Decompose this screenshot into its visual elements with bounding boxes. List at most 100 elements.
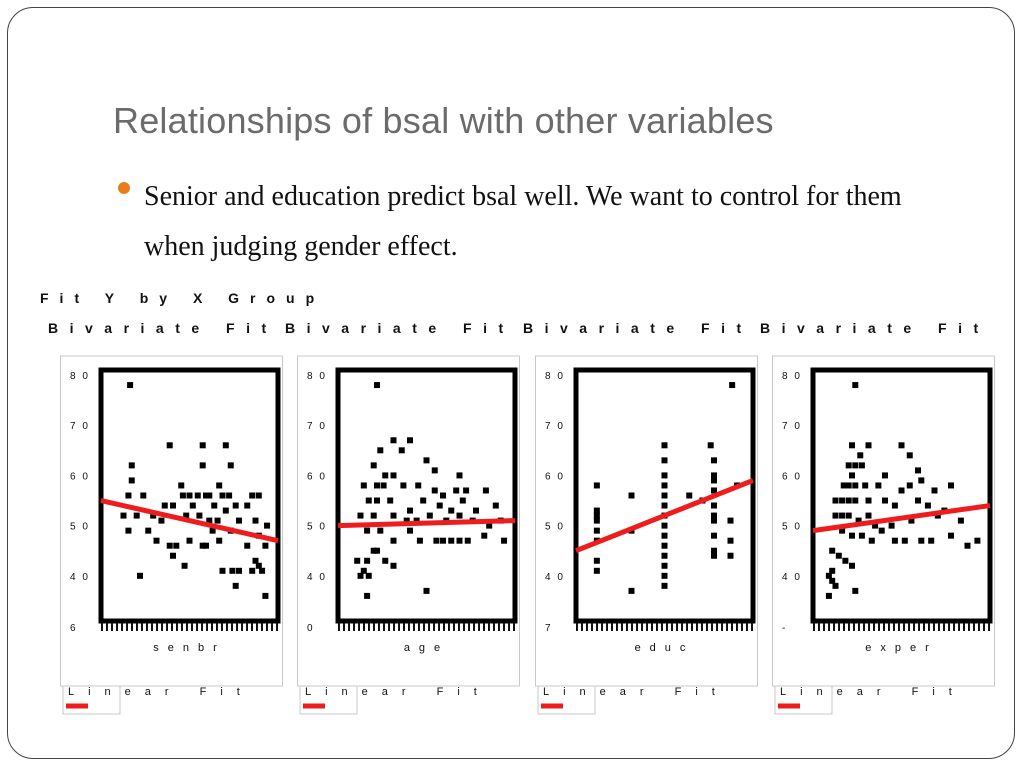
data-point bbox=[849, 562, 855, 569]
data-point bbox=[842, 557, 849, 564]
data-point bbox=[133, 512, 140, 519]
data-point bbox=[661, 457, 668, 464]
x-axis-label: senbr bbox=[153, 642, 226, 654]
data-point bbox=[262, 542, 269, 549]
data-point bbox=[825, 592, 832, 599]
data-point bbox=[849, 442, 855, 449]
legend-label: Linear Fit bbox=[305, 686, 491, 698]
y-tick-label: 5 0 bbox=[70, 522, 90, 533]
data-point bbox=[593, 512, 600, 519]
data-point bbox=[711, 552, 717, 559]
data-point bbox=[259, 567, 266, 574]
data-point bbox=[166, 442, 173, 449]
data-point bbox=[354, 557, 361, 564]
x-axis-label: age bbox=[404, 642, 449, 654]
data-point bbox=[150, 512, 157, 519]
data-point bbox=[199, 462, 206, 469]
data-point bbox=[707, 442, 714, 449]
data-point bbox=[120, 512, 127, 519]
y-tick-label: 4 0 bbox=[545, 572, 565, 583]
data-point bbox=[211, 502, 218, 509]
y-tick-label: - bbox=[782, 623, 787, 634]
fit-line bbox=[337, 518, 516, 529]
data-point bbox=[711, 512, 717, 519]
data-point bbox=[186, 492, 193, 499]
data-point bbox=[431, 487, 438, 494]
y-tick-label: 4 0 bbox=[782, 572, 802, 583]
data-point bbox=[426, 512, 433, 519]
data-point bbox=[423, 457, 430, 464]
y-tick-label: 8 0 bbox=[545, 371, 565, 382]
data-point bbox=[661, 482, 668, 489]
legend-box bbox=[62, 685, 121, 715]
data-point bbox=[249, 492, 256, 499]
data-point bbox=[711, 487, 717, 494]
data-point bbox=[252, 557, 259, 564]
data-point bbox=[140, 492, 147, 499]
data-point bbox=[473, 507, 479, 514]
data-point bbox=[229, 567, 236, 574]
data-point bbox=[433, 537, 440, 544]
data-point bbox=[845, 497, 852, 504]
data-point bbox=[415, 482, 422, 489]
data-point bbox=[832, 497, 839, 504]
data-point bbox=[216, 537, 223, 544]
data-point bbox=[196, 512, 203, 519]
bullet-dot-icon bbox=[118, 182, 130, 194]
data-point bbox=[436, 502, 443, 509]
data-point bbox=[852, 587, 859, 594]
data-point bbox=[852, 462, 859, 469]
data-point bbox=[166, 542, 173, 549]
data-point bbox=[264, 522, 271, 529]
data-point bbox=[906, 452, 913, 459]
data-point bbox=[125, 527, 132, 534]
data-point bbox=[915, 467, 921, 474]
scatter-chart-2: 8 0 7 0 6 0 5 0 4 0 0 age Linear Fit bbox=[297, 355, 520, 715]
data-point bbox=[934, 512, 941, 519]
data-point bbox=[170, 552, 176, 559]
x-axis-label: educ bbox=[635, 642, 695, 654]
panel-title: Bivariate Fit bbox=[48, 320, 278, 336]
data-point bbox=[448, 507, 455, 514]
data-point bbox=[407, 437, 413, 444]
data-point bbox=[161, 502, 168, 509]
y-tick-label: 7 bbox=[545, 623, 553, 634]
panel-border bbox=[772, 355, 995, 687]
data-point bbox=[915, 497, 921, 504]
data-point bbox=[398, 447, 405, 454]
data-point bbox=[357, 512, 364, 519]
data-point bbox=[908, 517, 915, 524]
data-point bbox=[183, 512, 190, 519]
y-tick-label: 4 0 bbox=[307, 572, 327, 583]
data-point bbox=[209, 527, 216, 534]
data-point bbox=[357, 572, 364, 579]
data-point bbox=[832, 582, 839, 589]
y-tick-label: 7 0 bbox=[307, 421, 327, 432]
data-point bbox=[727, 552, 734, 559]
data-point bbox=[403, 517, 410, 524]
data-point bbox=[928, 537, 935, 544]
data-point bbox=[898, 442, 905, 449]
panel-border bbox=[535, 355, 758, 687]
data-point bbox=[127, 382, 134, 389]
data-point bbox=[390, 472, 397, 479]
data-point bbox=[387, 497, 394, 504]
y-tick-label: 6 0 bbox=[307, 471, 327, 482]
y-tick-label: 5 0 bbox=[545, 522, 565, 533]
data-point bbox=[628, 492, 635, 499]
panel-title: Bivariate Fit bbox=[523, 320, 753, 336]
data-point bbox=[857, 452, 864, 459]
data-point bbox=[456, 537, 463, 544]
figure-header: Fit Y by X Group bbox=[40, 290, 326, 306]
data-point bbox=[840, 482, 847, 489]
data-point bbox=[364, 592, 371, 599]
data-point bbox=[661, 552, 668, 559]
data-point bbox=[482, 487, 489, 494]
legend-box bbox=[299, 685, 358, 715]
data-point bbox=[839, 512, 846, 519]
legend-box bbox=[774, 685, 833, 715]
data-point bbox=[711, 457, 717, 464]
data-point bbox=[374, 547, 380, 554]
data-point bbox=[661, 532, 668, 539]
data-point bbox=[158, 517, 165, 524]
